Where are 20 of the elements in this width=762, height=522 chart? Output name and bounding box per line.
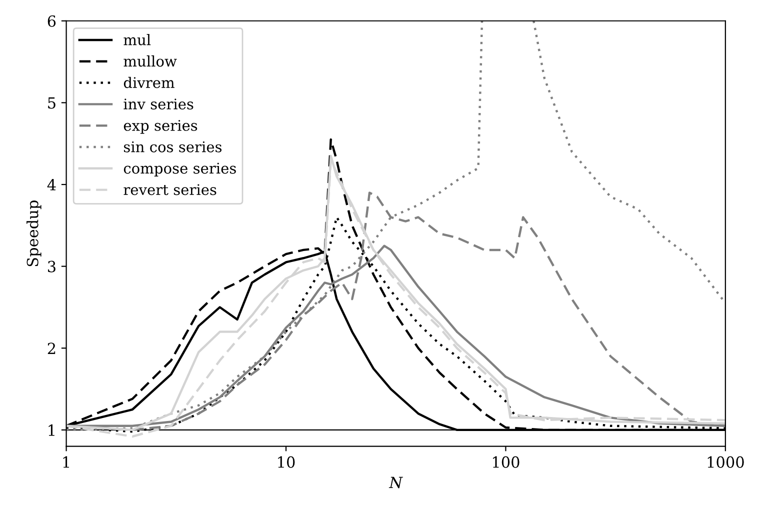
legend-label: exp series: [124, 120, 198, 134]
x-tick-label: 100: [493, 456, 520, 468]
y-tick-label: 1: [48, 424, 54, 436]
legend-label: divrem: [124, 76, 174, 88]
x-tick-label: 10: [278, 456, 295, 468]
legend-label: compose series: [124, 162, 236, 177]
y-tick-label: 3: [48, 260, 56, 272]
legend-label: sin cos series: [124, 141, 222, 152]
legend-label: inv series: [124, 98, 194, 110]
y-tick-label: 4: [47, 178, 56, 190]
y-tick-label: 2: [48, 342, 56, 354]
legend-label: mul: [124, 34, 151, 46]
y-tick-label: 6: [48, 15, 56, 27]
y-tick-label: 5: [48, 97, 56, 109]
x-axis-title: N: [388, 476, 403, 488]
legend-label: revert series: [124, 184, 216, 196]
y-axis-title: Speedup: [26, 200, 42, 266]
legend-label: mullow: [124, 55, 177, 67]
x-tick-label: 1: [63, 456, 69, 468]
x-tick-label: 1000: [708, 456, 744, 468]
